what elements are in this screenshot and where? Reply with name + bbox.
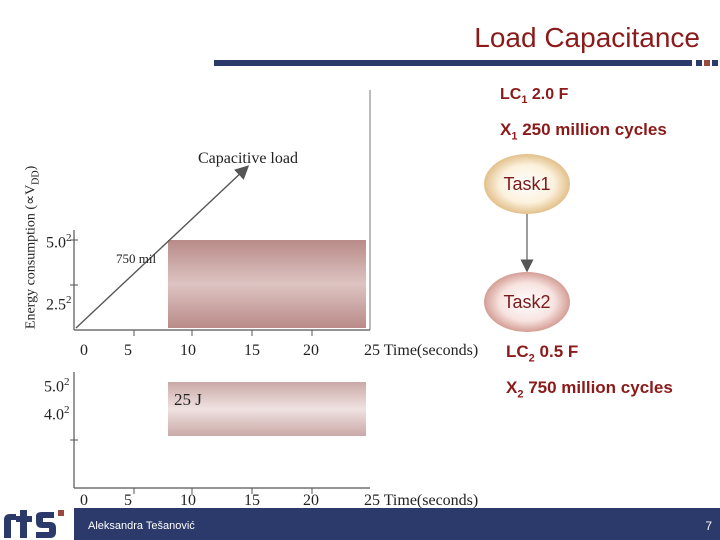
bottom-x-tick-15: 15 [244,492,260,509]
capacitive-load-line [75,165,250,329]
top-x-tick-5: 5 [124,342,132,359]
page-title: Load Capacitance [474,22,700,53]
energy-band-bottom [168,382,366,436]
energy-25j-label: 25 J [174,390,202,409]
page-number: 7 [705,519,712,533]
top-x-tick-15: 15 [244,342,260,359]
top-x-tick-0: 0 [80,342,88,359]
x2-label: X2 750 million cycles [506,378,673,401]
top-x-tick-10: 10 [180,342,196,359]
top-x-tick-20: 20 [303,342,319,359]
rts-logo [0,508,72,540]
capacitive-load-label: Capacitive load [198,150,298,167]
top-x-tick-25: 25 Time(seconds) [364,342,479,359]
bottom-y-tick-1: 5.02 [44,376,70,396]
x1-label: X1 250 million cycles [500,120,667,143]
author-name: Aleksandra Tešanović [88,520,195,532]
footer-bar [74,508,720,540]
bottom-x-tick-20: 20 [303,492,319,509]
task2-node: Task2 [484,272,570,332]
top-y-tick-1: 5.02 [46,232,72,252]
lc1-label: LC1 2.0 F [500,86,569,107]
bottom-y-tick-2: 4.02 [44,404,70,424]
bottom-x-tick-25: 25 Time(seconds) [364,492,479,509]
lc2-label: LC2 0.5 F [506,342,579,365]
title-rule [214,60,720,66]
cycles-annotation: 750 mil [116,251,157,266]
energy-band-top [168,240,366,328]
task1-node: Task1 [484,154,570,214]
top-y-tick-2: 2.52 [46,294,72,314]
bottom-x-tick-0: 0 [80,492,88,509]
bottom-x-tick-10: 10 [180,492,196,509]
bottom-x-tick-5: 5 [124,492,132,509]
